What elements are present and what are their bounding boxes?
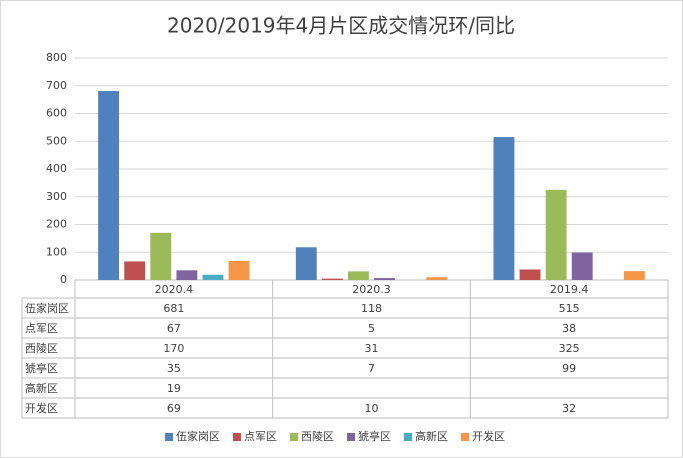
bar <box>321 278 343 280</box>
table-cell: 170 <box>163 342 184 355</box>
table-cell: 7 <box>368 362 375 375</box>
y-tick-label: 200 <box>46 218 67 231</box>
legend-label: 猇亭区 <box>358 429 391 443</box>
bar <box>426 277 448 280</box>
x-tick-label: 2020.4 <box>155 283 194 296</box>
bar <box>493 137 515 280</box>
y-tick-label: 100 <box>46 245 67 258</box>
y-tick-label: 300 <box>46 190 67 203</box>
legend-swatch <box>233 433 241 441</box>
legend-label: 高新区 <box>415 429 448 443</box>
bar <box>571 252 593 280</box>
y-tick-label: 600 <box>46 107 67 120</box>
bar <box>545 189 567 280</box>
table-cell: 10 <box>365 402 379 415</box>
legend-swatch <box>404 433 412 441</box>
legend-label: 点军区 <box>244 430 277 443</box>
table-row-label: 点军区 <box>25 322 58 335</box>
y-tick-label: 500 <box>46 134 67 147</box>
y-tick-label: 0 <box>60 273 67 286</box>
legend-label: 伍家岗区 <box>176 429 220 443</box>
table-cell: 681 <box>163 302 184 315</box>
table-cell: 515 <box>559 302 580 315</box>
y-tick-label: 400 <box>46 162 67 175</box>
table-row-label: 猇亭区 <box>25 361 58 375</box>
table-cell: 67 <box>167 322 181 335</box>
bar <box>519 269 541 280</box>
bar <box>176 270 198 280</box>
x-tick-label: 2019.4 <box>550 283 589 296</box>
table-row-label: 开发区 <box>25 401 58 415</box>
bar <box>295 247 317 280</box>
y-tick-label: 700 <box>46 79 67 92</box>
bar <box>98 91 120 281</box>
legend-label: 开发区 <box>472 429 505 443</box>
bar <box>374 278 395 280</box>
table-cell: 118 <box>361 302 382 315</box>
bar <box>124 261 146 280</box>
table-cell: 99 <box>562 362 576 375</box>
y-tick-label: 800 <box>46 51 67 64</box>
table-row-label: 伍家岗区 <box>25 301 69 315</box>
table-cell: 5 <box>368 322 375 335</box>
bar <box>150 232 172 280</box>
table-row-label: 西陵区 <box>25 342 58 355</box>
table-cell: 325 <box>559 342 580 355</box>
bar <box>623 271 645 280</box>
legend-label: 西陵区 <box>301 430 334 443</box>
table-cell: 32 <box>562 402 576 415</box>
table-cell: 69 <box>167 402 181 415</box>
legend-swatch <box>347 433 355 441</box>
table-cell: 19 <box>167 382 181 395</box>
table-cell: 38 <box>562 322 576 335</box>
table-cell: 35 <box>167 362 181 375</box>
bar <box>202 274 224 280</box>
x-tick-label: 2020.3 <box>352 283 391 296</box>
chart-title: 2020/2019年4月片区成交情况环/同比 <box>167 14 515 38</box>
legend-swatch <box>165 433 173 441</box>
table-cell: 31 <box>365 342 379 355</box>
bar <box>348 271 369 280</box>
bar <box>228 260 250 280</box>
table-row-label: 高新区 <box>25 381 58 395</box>
legend-swatch <box>290 433 298 441</box>
legend-swatch <box>461 433 469 441</box>
